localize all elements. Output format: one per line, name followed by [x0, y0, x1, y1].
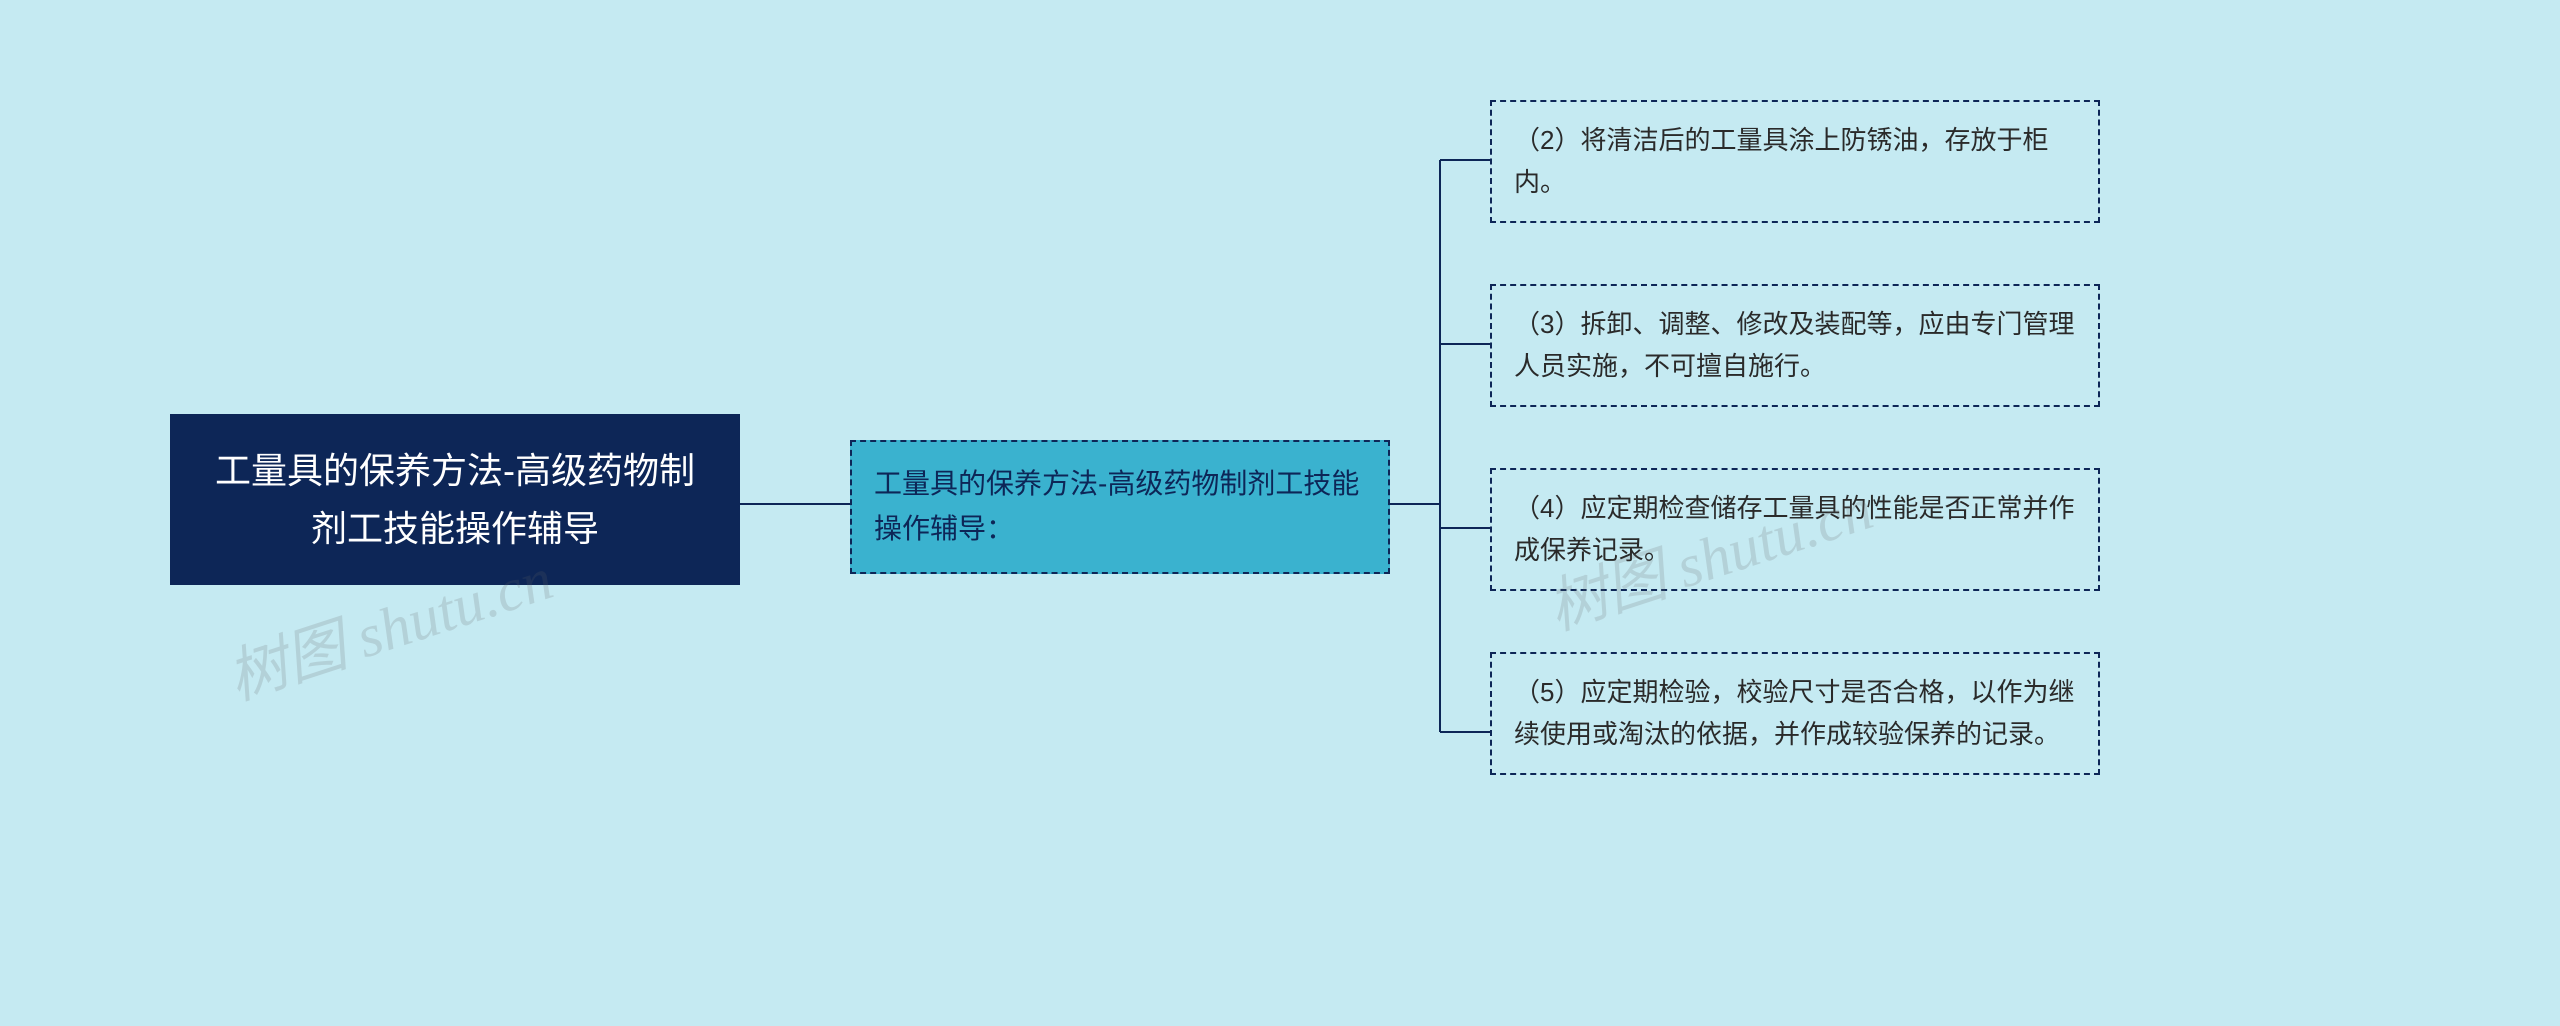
leaf-text: （3）拆卸、调整、修改及装配等，应由专门管理人员实施，不可擅自施行。: [1514, 309, 2074, 381]
leaf-text: （2）将清洁后的工量具涂上防锈油，存放于柜内。: [1514, 125, 2048, 197]
middle-text: 工量具的保养方法-高级药物制剂工技能操作辅导：: [874, 468, 1359, 544]
root-text: 工量具的保养方法-高级药物制剂工技能操作辅导: [215, 450, 695, 549]
leaf-node-2: （4）应定期检查储存工量具的性能是否正常并作成保养记录。: [1490, 468, 2100, 591]
leaf-node-1: （3）拆卸、调整、修改及装配等，应由专门管理人员实施，不可擅自施行。: [1490, 284, 2100, 407]
middle-node: 工量具的保养方法-高级药物制剂工技能操作辅导：: [850, 440, 1390, 574]
root-node: 工量具的保养方法-高级药物制剂工技能操作辅导: [170, 414, 740, 585]
leaf-node-0: （2）将清洁后的工量具涂上防锈油，存放于柜内。: [1490, 100, 2100, 223]
leaf-node-3: （5）应定期检验，校验尺寸是否合格，以作为继续使用或淘汰的依据，并作成较验保养的…: [1490, 652, 2100, 775]
leaf-text: （4）应定期检查储存工量具的性能是否正常并作成保养记录。: [1514, 493, 2074, 565]
leaf-text: （5）应定期检验，校验尺寸是否合格，以作为继续使用或淘汰的依据，并作成较验保养的…: [1514, 677, 2074, 749]
mindmap-canvas: 工量具的保养方法-高级药物制剂工技能操作辅导 工量具的保养方法-高级药物制剂工技…: [0, 0, 2560, 1026]
